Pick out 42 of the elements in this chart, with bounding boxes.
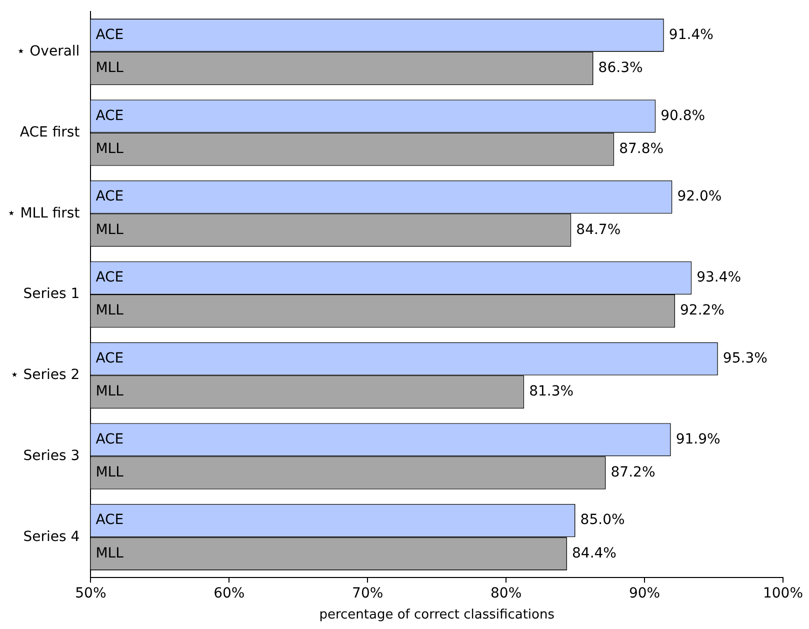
data-label: 92.0% — [677, 188, 722, 205]
data-label: 95.3% — [722, 350, 768, 366]
data-label: 87.8% — [619, 140, 664, 157]
y-tick-label: ⋆ Series 2 — [10, 367, 80, 384]
text: MLL — [96, 464, 124, 480]
x-tick-label: 50% — [75, 586, 106, 602]
text: MLL — [96, 545, 124, 562]
text: ACE — [96, 26, 124, 43]
x-tick-label: 90% — [628, 586, 660, 602]
data-label: 92.2% — [680, 302, 724, 319]
text: MLL — [96, 60, 124, 76]
x-tick-label: 100% — [762, 586, 804, 602]
text: ACE — [96, 350, 124, 366]
x-tick-label: 80% — [490, 586, 522, 602]
data-label: 91.9% — [676, 431, 720, 448]
data-label: 86.3% — [598, 60, 643, 76]
data-label: 84.4% — [572, 545, 616, 562]
text: ACE — [96, 512, 124, 528]
y-tick-label: ACE first — [20, 124, 80, 140]
text: ACE — [96, 270, 124, 286]
data-label: 91.4% — [668, 26, 714, 43]
text: MLL — [96, 222, 124, 238]
data-label: 87.2% — [610, 464, 656, 480]
data-label: 93.4% — [696, 270, 742, 286]
y-tick-label: Series 1 — [23, 286, 80, 302]
data-label: 81.3% — [529, 384, 574, 400]
text: MLL — [96, 384, 124, 400]
data-label: 90.8% — [660, 108, 706, 124]
text: ACE — [96, 188, 124, 205]
series-label: ACE — [96, 431, 124, 448]
text: ACE — [96, 108, 124, 124]
series-label: MLL — [96, 140, 124, 157]
y-tick-label: Series 4 — [23, 528, 80, 545]
y-tick-label: ⋆ MLL first — [6, 205, 80, 222]
y-tick-label: Series 3 — [23, 448, 80, 464]
data-label: 85.0% — [580, 512, 625, 528]
x-axis-title: percentage of correct classifications — [319, 608, 555, 623]
text: MLL — [96, 302, 124, 319]
data-label: 84.7% — [576, 222, 621, 238]
x-tick-label: 60% — [214, 586, 245, 602]
x-tick-label: 70% — [352, 586, 384, 602]
y-tick-label: ⋆ Overall — [16, 43, 80, 60]
